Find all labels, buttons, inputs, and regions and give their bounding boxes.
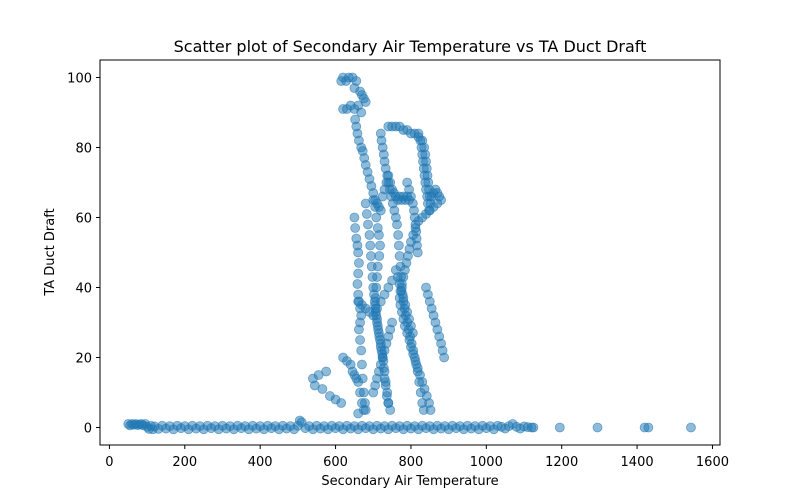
x-tick-label: 800 [399, 455, 424, 470]
scatter-point [392, 219, 402, 230]
y-tick-label: 100 [67, 72, 92, 87]
scatter-point [371, 282, 382, 293]
x-tick-label: 1000 [470, 455, 503, 470]
y-tick-label: 40 [75, 282, 92, 297]
x-tick-label: 1600 [696, 455, 729, 470]
scatter-point [375, 240, 385, 251]
scatter-point [357, 373, 368, 384]
scatter-point [439, 352, 450, 363]
points-layer [123, 72, 696, 435]
y-tick-label: 20 [75, 352, 92, 367]
x-axis-ticks: 0 200 400 600 800 1000 1200 1400 1600 [105, 445, 729, 470]
scatter-point [374, 230, 384, 240]
x-axis-label: Secondary Air Temperature [321, 474, 498, 489]
x-tick-label: 600 [323, 455, 348, 470]
scatter-point [355, 335, 365, 345]
scatter-point [365, 240, 376, 251]
y-tick-label: 0 [84, 422, 92, 437]
chart-title: Scatter plot of Secondary Air Temperatur… [174, 37, 647, 56]
scatter-point [354, 258, 364, 268]
x-tick-label: 0 [105, 455, 113, 470]
scatter-point [352, 279, 363, 289]
x-tick-label: 1200 [545, 455, 578, 470]
scatter-point [393, 240, 404, 251]
x-tick-label: 1400 [621, 455, 654, 470]
scatter-point [364, 230, 375, 240]
scatter-point [358, 387, 369, 398]
y-axis-label: TA Duct Draft [43, 208, 58, 296]
scatter-point [412, 247, 423, 258]
scatter-point [354, 324, 364, 335]
y-tick-label: 80 [75, 142, 92, 157]
scatter-point [349, 212, 360, 223]
scatter-point [686, 422, 696, 433]
scatter-point [643, 422, 654, 433]
scatter-point [321, 366, 332, 377]
y-axis-ticks: 0 20 40 60 80 100 [67, 72, 100, 437]
scatter-point [592, 422, 603, 433]
scatter-point [407, 328, 418, 338]
scatter-point [357, 359, 367, 370]
scatter-point [353, 247, 364, 258]
scatter-point [383, 398, 394, 408]
scatter-point [372, 272, 382, 282]
scatter-point [374, 251, 385, 261]
scatter-point [371, 212, 382, 223]
scatter-point [425, 405, 436, 415]
y-tick-label: 60 [75, 212, 92, 227]
scatter-point [356, 345, 367, 356]
scatter-point [360, 405, 371, 415]
scatter-point [336, 398, 347, 408]
x-tick-label: 400 [248, 455, 273, 470]
plot-frame [99, 59, 721, 446]
scatter-point [393, 230, 404, 240]
scatter-point [366, 251, 376, 261]
scatter-point [350, 223, 361, 233]
scatter-point [372, 261, 383, 272]
scatter-point [338, 104, 349, 114]
scatter-point [424, 205, 434, 216]
scatter-point [317, 384, 328, 394]
scatter-point [387, 275, 398, 286]
scatter-point [528, 422, 539, 433]
x-tick-label: 200 [172, 455, 197, 470]
scatter-point [361, 209, 372, 219]
scatter-point [382, 387, 393, 398]
scatter-point [353, 268, 364, 279]
scatter-point [387, 317, 398, 328]
scatter-point [370, 202, 381, 212]
scatter-point [394, 251, 405, 261]
scatter-point [554, 422, 565, 433]
scatter-point [380, 377, 391, 387]
scatter-point [363, 219, 373, 230]
